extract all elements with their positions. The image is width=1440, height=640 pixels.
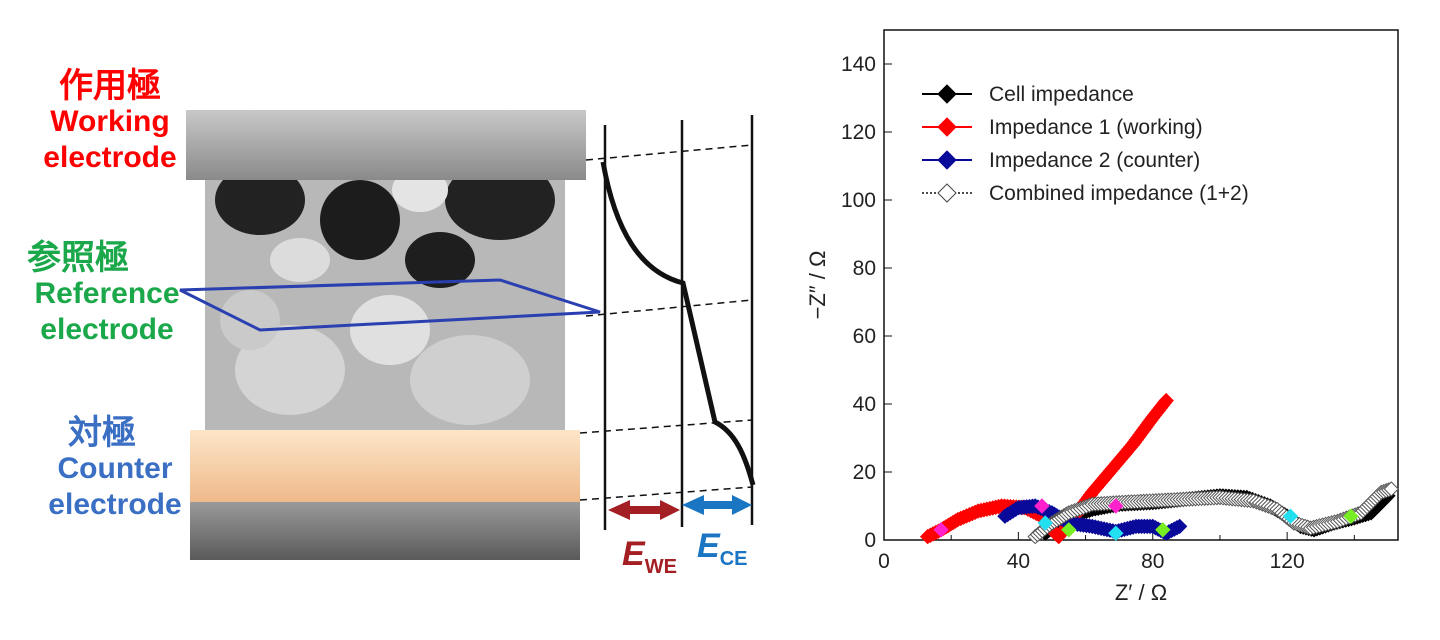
potential-axes (603, 115, 754, 530)
x-tick-label: 40 (1007, 550, 1030, 573)
data-point (1171, 518, 1188, 535)
reference-en1: Reference (34, 277, 180, 310)
particle-layer (205, 160, 565, 430)
marker-point (1108, 525, 1124, 541)
x-axis-label: Z′ / Ω (1115, 580, 1167, 605)
ewe-label: EWE (622, 535, 677, 578)
y-tick-label: 80 (853, 257, 876, 280)
guide-lines (579, 144, 753, 501)
reference-en2: electrode (40, 313, 174, 346)
frequency-markers (933, 498, 1124, 538)
working-jp: 作用極 (59, 67, 161, 105)
counter-electrode-label: 対極 Counter electrode (40, 415, 190, 523)
nyquist-chart: 0 40 80 120 0 20 40 60 80 100 120 140 Cell impedanc… (805, 29, 1399, 605)
data-point (1383, 481, 1399, 497)
counter-jp: 対極 (68, 414, 136, 452)
x-tick-label: 120 (1270, 550, 1305, 573)
working-en1: Working (50, 105, 170, 138)
legend-entry: Cell impedance (922, 83, 1134, 106)
legend-marker (937, 84, 957, 104)
y-tick-label: 40 (853, 393, 876, 416)
x-tick-label: 0 (878, 550, 890, 573)
y-tick-label: 120 (841, 121, 876, 144)
counter-en1: Counter (57, 452, 173, 485)
y-axis-label: −Z″ / Ω (805, 251, 830, 320)
frequency-markers (1037, 508, 1299, 541)
counter-en2: electrode (48, 488, 182, 521)
reference-jp: 参照極 (27, 239, 129, 277)
marker-point (1343, 508, 1359, 524)
legend-marker (937, 150, 957, 170)
legend-entry: Impedance 1 (working) (922, 116, 1203, 139)
ewe-arrow (608, 500, 680, 520)
series-3 (1027, 481, 1399, 545)
x-tick-label: 80 (1141, 550, 1164, 573)
counter-electrode-block (190, 430, 580, 560)
y-tick-label: 20 (853, 461, 876, 484)
legend-label: Cell impedance (989, 83, 1134, 106)
marker-point (1037, 515, 1053, 531)
marker-point (1108, 498, 1124, 514)
marker-point (1282, 508, 1299, 524)
marker-point (1034, 498, 1050, 514)
ece-label: ECE (697, 527, 748, 570)
y-tick-label: 60 (853, 325, 876, 348)
legend-label: Combined impedance (1+2) (989, 182, 1249, 205)
legend-entry: Impedance 2 (counter) (922, 149, 1200, 172)
electrode-diagram (179, 110, 756, 560)
y-tick-label: 100 (841, 189, 876, 212)
data-point (1158, 392, 1174, 409)
marker-point (1061, 522, 1077, 538)
legend-entry: Combined impedance (1+2) (922, 182, 1249, 205)
working-en2: electrode (43, 141, 177, 174)
legend-marker (937, 183, 957, 203)
working-electrode-label: 作用極 Working electrode (35, 68, 185, 176)
marker-point (933, 522, 949, 538)
reference-mesh (179, 278, 601, 332)
working-electrode-plate (186, 110, 586, 180)
legend-label: Impedance 1 (working) (989, 116, 1203, 139)
potential-profile (600, 161, 756, 486)
y-tick-label: 140 (841, 53, 876, 76)
legend-marker (937, 117, 957, 137)
plot-frame (883, 29, 1399, 541)
marker-point (1155, 522, 1171, 538)
frequency-markers (1061, 508, 1359, 538)
legend-label: Impedance 2 (counter) (989, 149, 1200, 172)
reference-electrode-label: 参照極 Reference electrode (22, 240, 192, 348)
y-tick-label: 0 (864, 529, 876, 552)
ece-arrow (682, 495, 752, 515)
